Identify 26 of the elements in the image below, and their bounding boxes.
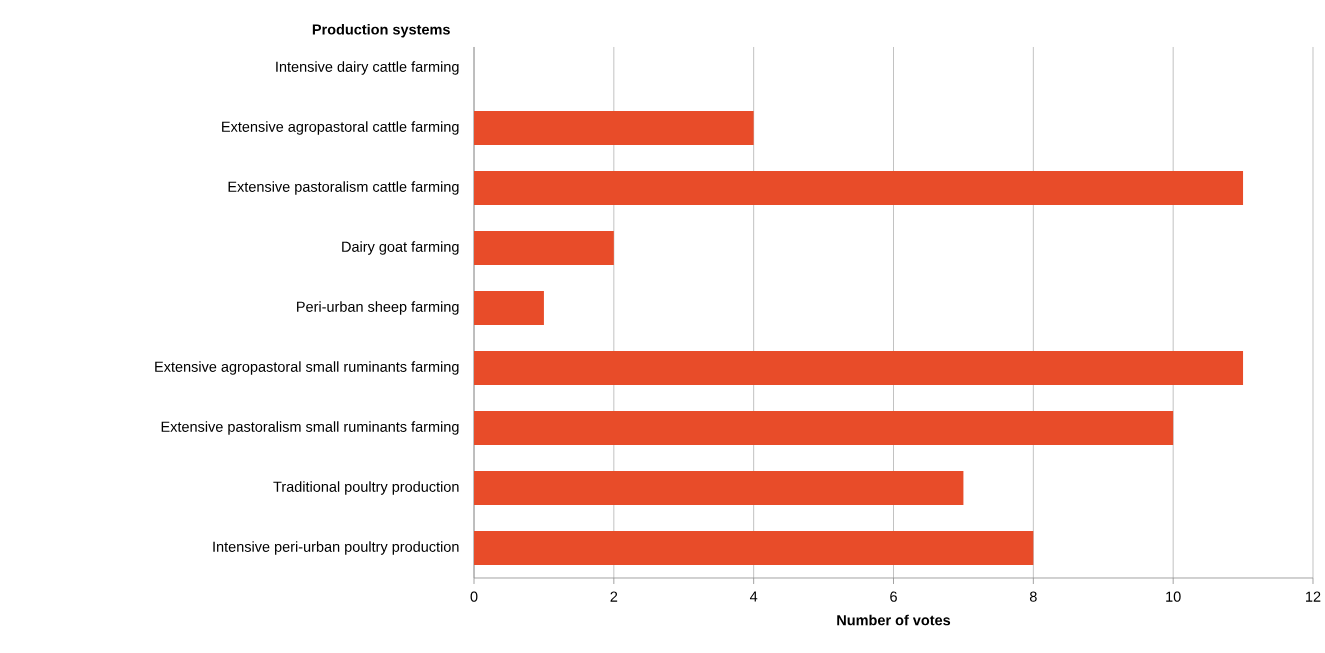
x-tick-label: 6 bbox=[890, 591, 897, 602]
y-axis-title: Production systems bbox=[312, 23, 450, 38]
y-tick-label: Extensive agropastoral cattle farming bbox=[222, 121, 459, 135]
x-tick-label: 8 bbox=[1029, 591, 1037, 602]
y-tick-label: Extensive agropastoral small ruminants farming bbox=[155, 361, 459, 375]
y-tick-label: Traditional poultry production bbox=[273, 481, 459, 495]
y-tick-label: Extensive pastoralism small ruminants farming bbox=[161, 421, 459, 435]
bar bbox=[474, 290, 544, 325]
bar bbox=[474, 110, 754, 145]
bar bbox=[474, 230, 614, 265]
x-tick-label: 0 bbox=[470, 591, 478, 602]
bar bbox=[474, 170, 1244, 205]
x-tick-label: 12 bbox=[1306, 591, 1321, 602]
x-tick-label: 4 bbox=[749, 591, 758, 602]
x-axis-title: Number of votes bbox=[837, 614, 951, 626]
bar bbox=[474, 470, 964, 505]
bar bbox=[474, 410, 1174, 445]
y-tick-label: Intensive peri-urban poultry production bbox=[213, 541, 459, 555]
bar bbox=[474, 350, 1244, 385]
y-tick-label: Dairy goat farming bbox=[342, 241, 459, 255]
bar bbox=[474, 530, 1034, 565]
y-tick-label: Peri-urban sheep farming bbox=[297, 301, 459, 315]
x-tick-label: 10 bbox=[1166, 591, 1181, 602]
x-tick-label: 2 bbox=[610, 591, 618, 602]
y-tick-label: Extensive pastoralism cattle farming bbox=[228, 181, 459, 195]
y-tick-label: Intensive dairy cattle farming bbox=[276, 61, 459, 75]
